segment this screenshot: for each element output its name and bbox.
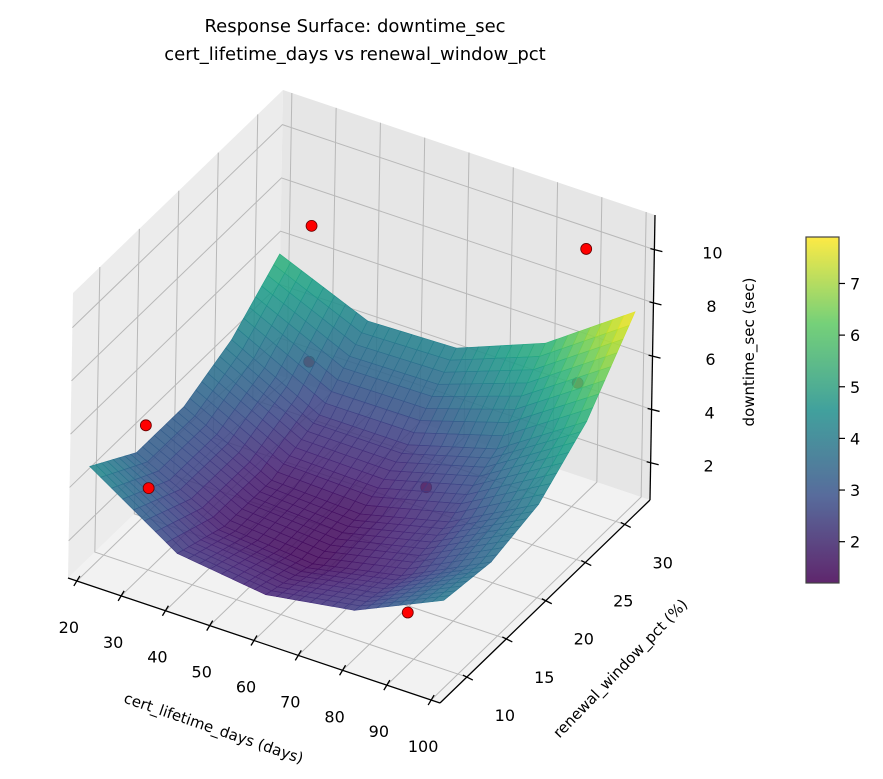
x-tick-label: 20 bbox=[59, 618, 79, 637]
y-tick bbox=[580, 559, 592, 567]
colorbar-tick-label: 5 bbox=[850, 378, 860, 397]
z-tick bbox=[646, 461, 659, 466]
y-tick bbox=[462, 674, 474, 681]
z-axis-line bbox=[649, 214, 656, 501]
data-point bbox=[305, 219, 318, 232]
colorbar-tick-label: 3 bbox=[850, 481, 860, 500]
x-tick-label: 30 bbox=[103, 633, 123, 652]
chart-title: Response Surface: downtime_sec bbox=[204, 16, 505, 37]
y-tick-label: 15 bbox=[534, 668, 554, 687]
y-tick-label: 20 bbox=[574, 630, 594, 649]
x-tick bbox=[117, 590, 125, 602]
visible-points bbox=[139, 219, 593, 495]
gridline bbox=[386, 197, 603, 686]
data-point bbox=[139, 419, 152, 432]
y-tick bbox=[502, 636, 513, 643]
z-tick-label: 4 bbox=[704, 403, 714, 422]
data-point bbox=[401, 606, 414, 619]
z-tick-label: 2 bbox=[704, 457, 714, 476]
chart-subtitle: cert_lifetime_days vs renewal_window_pct bbox=[164, 44, 545, 65]
x-tick bbox=[383, 679, 391, 691]
x-tick bbox=[73, 575, 81, 587]
z-axis-label: downtime_sec (sec) bbox=[740, 278, 759, 427]
x-tick-label: 50 bbox=[192, 663, 212, 682]
data-point bbox=[142, 482, 155, 495]
x-tick bbox=[206, 620, 214, 631]
y-tick-label: 30 bbox=[653, 553, 673, 572]
colorbar-gradient bbox=[805, 236, 840, 584]
y-tick bbox=[620, 521, 632, 529]
colorbar: 2 3 4 5 6 7 bbox=[805, 236, 860, 584]
z-tick bbox=[648, 354, 661, 359]
y-tick bbox=[541, 598, 553, 605]
x-tick-label: 60 bbox=[236, 678, 256, 697]
z-tick-label: 8 bbox=[706, 297, 716, 316]
gridline bbox=[72, 124, 655, 328]
gridline bbox=[94, 267, 468, 678]
z-tick-label: 6 bbox=[705, 350, 715, 369]
z-tick-label: 10 bbox=[702, 244, 722, 263]
colorbar-tick-label: 4 bbox=[850, 429, 860, 448]
colorbar-tick-label: 2 bbox=[850, 533, 860, 552]
axes: 20 30 40 50 60 70 80 90 100 10 15 20 25 30 2 4 6 8 10 bbox=[59, 214, 723, 756]
x-tick bbox=[339, 664, 347, 676]
y-axis-label: renewal_window_pct (%) bbox=[549, 595, 692, 742]
y-tick-label: 10 bbox=[495, 706, 515, 725]
z-tick bbox=[649, 301, 662, 306]
colorbar-tick-label: 6 bbox=[850, 326, 860, 345]
y-tick-label: 25 bbox=[613, 592, 633, 611]
x-tick bbox=[250, 635, 258, 646]
x-tick-label: 80 bbox=[324, 707, 344, 726]
surface-facet bbox=[431, 595, 451, 603]
gridline bbox=[70, 230, 653, 435]
x-tick-label: 90 bbox=[369, 722, 389, 741]
gridline bbox=[430, 212, 647, 701]
z-tick bbox=[647, 407, 660, 413]
x-tick-label: 100 bbox=[408, 737, 439, 756]
x-tick bbox=[427, 694, 435, 706]
left-pane bbox=[68, 90, 283, 578]
x-tick bbox=[161, 605, 169, 617]
y-axis-line bbox=[439, 499, 651, 704]
colorbar-tick-label: 7 bbox=[850, 274, 860, 293]
x-axis-label: cert_lifetime_days (days) bbox=[121, 689, 305, 768]
x-tick-label: 70 bbox=[280, 692, 300, 711]
x-tick bbox=[294, 650, 302, 661]
x-tick-label: 40 bbox=[147, 648, 167, 667]
data-point bbox=[580, 243, 593, 255]
z-tick bbox=[650, 247, 663, 253]
surface bbox=[89, 253, 636, 611]
gridline bbox=[71, 177, 654, 382]
